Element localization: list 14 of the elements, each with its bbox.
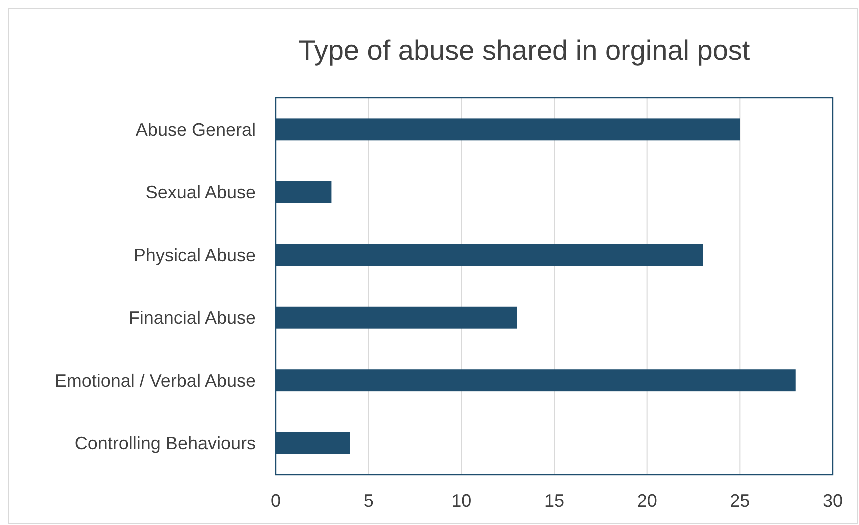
y-tick-label: Abuse General: [136, 120, 256, 140]
x-tick-label: 20: [637, 491, 658, 511]
x-tick-label: 10: [452, 491, 472, 511]
x-tick-label: 0: [270, 491, 282, 511]
chart-title: Type of abuse shared in orginal post: [298, 35, 750, 66]
y-tick-label: Sexual Abuse: [146, 182, 256, 203]
y-tick-label: Emotional / Verbal Abuse: [54, 370, 256, 391]
x-tick-label: 5: [364, 491, 374, 511]
x-tick-label: 30: [822, 491, 844, 511]
x-tick-label: 25: [730, 491, 750, 511]
x-tick-label: 15: [544, 491, 565, 511]
y-tick-label: Physical Abuse: [134, 245, 256, 266]
y-tick-label: Controlling Behaviours: [74, 434, 256, 454]
y-tick-label: Financial Abuse: [128, 308, 256, 328]
